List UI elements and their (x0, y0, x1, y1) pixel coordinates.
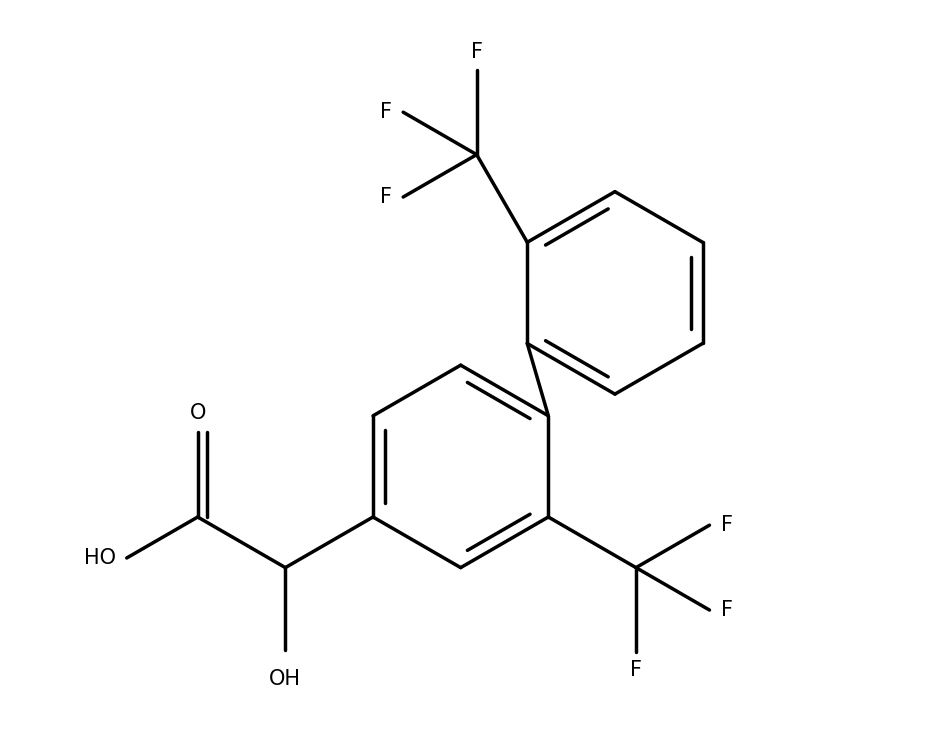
Text: OH: OH (269, 669, 302, 689)
Text: F: F (630, 660, 642, 680)
Text: F: F (380, 102, 392, 122)
Text: O: O (190, 403, 206, 423)
Text: HO: HO (84, 548, 115, 568)
Text: F: F (380, 187, 392, 207)
Text: F: F (721, 515, 733, 535)
Text: F: F (471, 42, 482, 62)
Text: F: F (721, 600, 733, 620)
